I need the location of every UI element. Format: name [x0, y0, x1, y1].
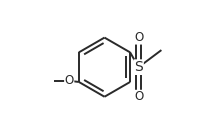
Text: O: O [64, 74, 74, 87]
Text: O: O [134, 31, 143, 44]
Text: S: S [134, 60, 143, 74]
Text: O: O [134, 90, 143, 103]
